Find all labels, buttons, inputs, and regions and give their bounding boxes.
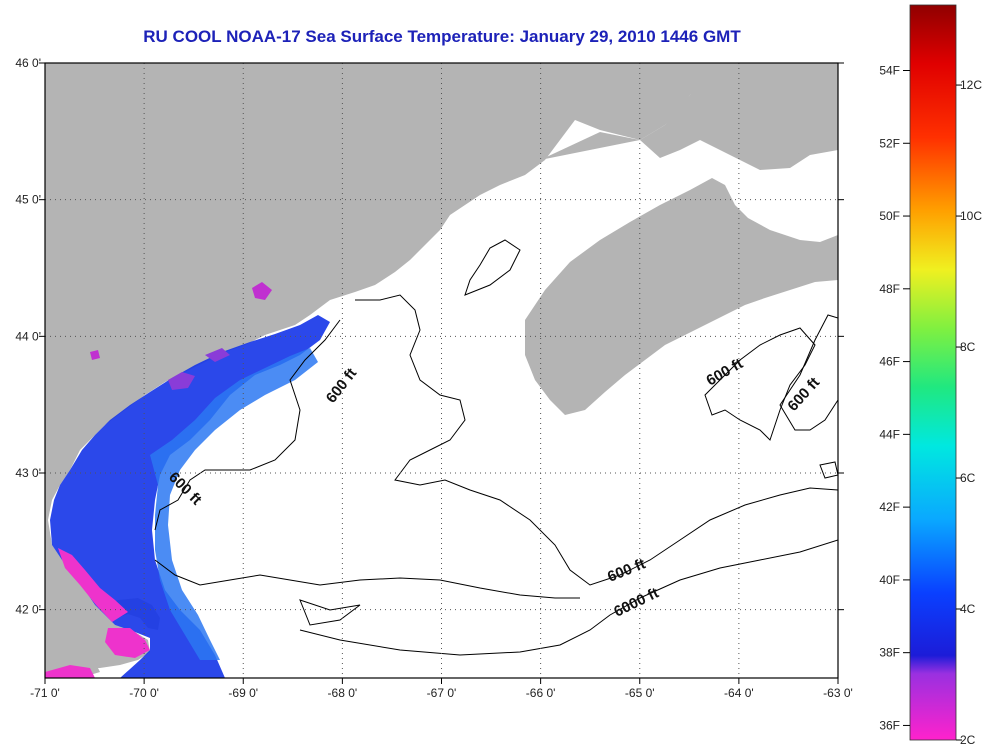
contour-line-600ft-northeast — [704, 327, 816, 441]
page-title: RU COOL NOAA-17 Sea Surface Temperature:… — [0, 27, 984, 47]
contour-line-bank — [819, 461, 838, 479]
colorbar-f-label: 38F — [879, 646, 900, 660]
lon-tick-label: -64 0' — [724, 686, 754, 700]
lat-tick-label: 43 0' — [15, 466, 41, 480]
depth-contours — [154, 239, 838, 656]
colorbar-f-label: 40F — [879, 573, 900, 587]
sst-purple-patch — [168, 372, 195, 390]
lat-tick-label: 42 0' — [15, 603, 41, 617]
title-text: RU COOL NOAA-17 Sea Surface Temperature:… — [143, 27, 741, 46]
sst-coldest-patch-2 — [105, 628, 150, 658]
lat-tick-label: 46 0' — [15, 56, 41, 70]
land-nova-scotia — [525, 178, 838, 415]
lon-tick-label: -63 0' — [823, 686, 853, 700]
colorbar-f-label: 48F — [879, 282, 900, 296]
graticule — [45, 63, 838, 678]
land-mainland — [45, 63, 838, 676]
contour-line-600ft-central — [355, 294, 838, 586]
lat-tick-label: 45 0' — [15, 193, 41, 207]
lon-tick-label: -66 0' — [526, 686, 556, 700]
land-new-brunswick — [540, 63, 838, 170]
contour-line-bank-2 — [299, 599, 361, 626]
colorbar-f-label: 54F — [879, 63, 900, 77]
sst-purple-patch-3 — [252, 282, 272, 300]
map-axes: -71 0' -70 0' -69 0' -68 0' -67 0' -66 0' -65 … — [15, 56, 852, 700]
lon-tick-label: -69 0' — [228, 686, 258, 700]
sst-cool-band — [150, 348, 318, 660]
colorbar-f-label: 50F — [879, 209, 900, 223]
lon-tick-label: -65 0' — [625, 686, 655, 700]
colorbar-ticks: 54F 52F 50F 48F 46F 44F 42F 40F 38F 36F 12C 10C 8C 6C… — [879, 63, 982, 747]
sst-coldest-patch-3 — [45, 665, 95, 678]
lon-tick-label: -71 0' — [30, 686, 60, 700]
sst-coldest-patch — [58, 548, 128, 622]
contour-line-600ft-south — [154, 559, 580, 599]
sst-purple-patch-2 — [205, 348, 230, 362]
lat-tick-label: 44 0' — [15, 329, 41, 343]
lon-tick-label: -67 0' — [427, 686, 457, 700]
colorbar — [909, 4, 957, 741]
colorbar-f-label: 42F — [879, 500, 900, 514]
sst-cold-water — [50, 315, 330, 678]
colorbar-f-label: 36F — [879, 718, 900, 732]
colorbar-c-label: 8C — [960, 340, 976, 354]
colorbar-c-label: 6C — [960, 471, 976, 485]
contour-line-basin — [464, 239, 521, 296]
colorbar-f-label: 44F — [879, 427, 900, 441]
colorbar-f-label: 46F — [879, 355, 900, 369]
lon-tick-label: -70 0' — [129, 686, 159, 700]
colorbar-c-label: 12C — [960, 78, 982, 92]
colorbar-c-label: 2C — [960, 733, 976, 747]
colorbar-f-label: 52F — [879, 136, 900, 150]
contour-line-600ft-east — [779, 314, 838, 431]
lon-tick-label: -68 0' — [328, 686, 358, 700]
contour-line-600ft-west — [154, 319, 341, 531]
sst-purple-patch-4 — [90, 350, 100, 360]
contour-line-6000ft — [299, 539, 838, 656]
colorbar-c-label: 10C — [960, 209, 982, 223]
colorbar-c-label: 4C — [960, 602, 976, 616]
